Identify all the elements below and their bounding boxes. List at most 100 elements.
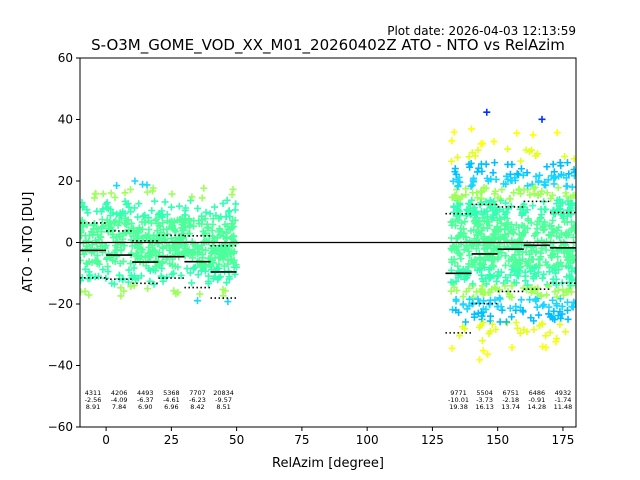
scatter-point (191, 249, 199, 257)
scatter-point (219, 200, 227, 208)
scatter-point (538, 115, 546, 123)
scatter-point (103, 255, 111, 263)
chart-title: S-O3M_GOME_VOD_XX_M01_20260402Z ATO - NT… (91, 36, 565, 55)
scatter-point (556, 295, 564, 303)
scatter-point (476, 287, 484, 295)
scatter-point (479, 282, 487, 290)
scatter-point (553, 200, 561, 208)
scatter-point (205, 280, 213, 288)
scatter-point (502, 199, 510, 207)
scatter-point (469, 280, 477, 288)
scatter-point (137, 248, 145, 256)
scatter-point (184, 230, 192, 238)
scatter-point (121, 189, 129, 197)
scatter-point (93, 207, 101, 215)
scatter-point (550, 180, 558, 188)
scatter-point (508, 282, 516, 290)
scatter-point (465, 295, 473, 303)
scatter-point (519, 308, 527, 316)
x-axis-label: RelAzim [degree] (272, 456, 384, 471)
bin-mean-label: -4.09 (111, 396, 128, 404)
scatter-point (537, 249, 545, 257)
scatter-point (465, 153, 473, 161)
scatter-point (120, 242, 128, 250)
scatter-point (551, 173, 559, 181)
scatter-point (482, 305, 490, 313)
scatter-point (99, 222, 107, 230)
scatter-point (169, 252, 177, 260)
scatter-point (174, 288, 182, 296)
scatter-point (144, 285, 152, 293)
scatter-point (451, 165, 459, 173)
scatter-point (477, 261, 485, 269)
scatter-point (514, 269, 522, 277)
bin-std-label: 14.28 (528, 403, 547, 411)
scatter-point (474, 146, 482, 154)
scatter-point (493, 222, 501, 230)
scatter-point (570, 256, 576, 264)
scatter-point (477, 230, 485, 238)
scatter-point (498, 306, 506, 314)
scatter-point (523, 169, 531, 177)
scatter-point (560, 249, 568, 257)
scatter-point (549, 243, 557, 251)
scatter-point (474, 295, 482, 303)
scatter-point (163, 217, 171, 225)
scatter-point (563, 182, 571, 190)
scatter-point (194, 242, 202, 250)
scatter-point (229, 185, 237, 193)
scatter-point (468, 181, 476, 189)
scatter-point (154, 210, 162, 218)
scatter-point (513, 170, 521, 178)
scatter-point (99, 190, 107, 198)
scatter-point (570, 155, 576, 163)
scatter-point (151, 197, 159, 205)
scatter-point (542, 332, 550, 340)
bin-std-label: 19.38 (449, 403, 468, 411)
bin-mean-label: -2.56 (85, 396, 102, 404)
scatter-point (524, 259, 532, 267)
scatter-point (449, 217, 457, 225)
scatter-point (187, 197, 195, 205)
scatter-point (517, 190, 525, 198)
scatter-point (545, 222, 553, 230)
scatter-point (92, 190, 100, 198)
bin-mean-label: -3.73 (476, 396, 493, 404)
scatter-point (81, 265, 89, 273)
scatter-point (448, 221, 456, 229)
scatter-point (530, 317, 538, 325)
scatter-point (450, 245, 458, 253)
scatter-point (469, 176, 477, 184)
x-tick-label: 175 (551, 433, 574, 447)
scatter-point (533, 303, 541, 311)
bin-std-label: 16.13 (475, 403, 494, 411)
scatter-point (492, 175, 500, 183)
scatter-point (557, 259, 565, 267)
scatter-point (102, 274, 110, 282)
bin-count-label: 4206 (111, 389, 128, 397)
scatter-point (480, 244, 488, 252)
scatter-point (159, 244, 167, 252)
scatter-point (570, 221, 576, 229)
scatter-point (85, 291, 93, 299)
scatter-point (182, 238, 190, 246)
scatter-point (504, 160, 512, 168)
scatter-point (539, 320, 547, 328)
y-tick-label: −40 (48, 359, 73, 373)
scatter-point (217, 244, 225, 252)
bin-count-label: 9771 (450, 389, 467, 397)
scatter-point (216, 273, 224, 281)
scatter-point (558, 262, 566, 270)
scatter-point (468, 261, 476, 269)
scatter-point (496, 215, 504, 223)
scatter-point (209, 232, 217, 240)
scatter-point (113, 182, 121, 190)
scatter-point (505, 244, 513, 252)
scatter-point (190, 264, 198, 272)
scatter-point (532, 247, 540, 255)
scatter-point (506, 170, 514, 178)
scatter-point (193, 297, 201, 305)
scatter-point (463, 274, 471, 282)
scatter-point (102, 242, 110, 250)
bin-annotations: 4311-2.568.91 4206-4.097.84 4493-6.376.90 5… (85, 389, 573, 411)
